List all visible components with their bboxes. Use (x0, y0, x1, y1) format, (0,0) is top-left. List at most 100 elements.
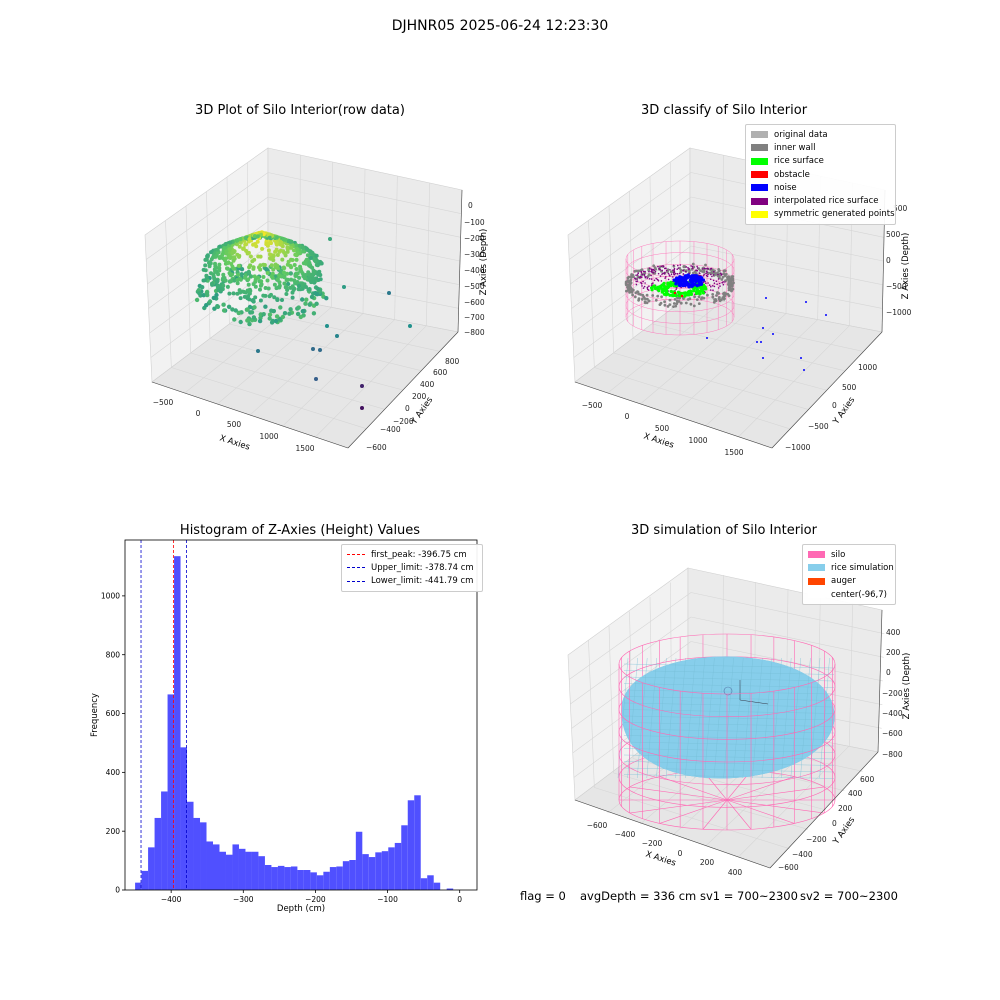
p2-point (645, 276, 647, 278)
p2-point (711, 295, 715, 299)
p1-point (211, 295, 216, 301)
p1-point (261, 312, 266, 317)
p2-point (713, 285, 716, 288)
p1-point (200, 285, 205, 290)
p1-point (251, 282, 256, 287)
sv2-text: sv2 = 700~2300 (800, 889, 898, 903)
p2-point (695, 283, 699, 288)
p2-point (664, 271, 666, 274)
p1-point (282, 266, 287, 271)
surface-mesh-line (637, 657, 648, 779)
legend-label: rice simulation (831, 562, 894, 573)
p4-xtick: 200 (700, 858, 715, 867)
p1-point (212, 306, 217, 311)
p1-point (310, 265, 315, 270)
p2-point (665, 276, 667, 278)
p2-point (650, 268, 653, 271)
p2-point (674, 282, 678, 286)
p2-point (683, 294, 687, 298)
p1-point (241, 246, 246, 251)
legend-label: center(-96,7) (831, 589, 887, 600)
p1-point (253, 284, 258, 289)
surface-mesh-line (623, 722, 835, 727)
histogram-bar (329, 867, 337, 890)
p1-point (225, 284, 230, 289)
p2-point (692, 275, 696, 279)
p2-point (667, 272, 670, 275)
p4-ytick: −400 (792, 850, 813, 859)
p2-point (652, 272, 655, 274)
p1-point (277, 249, 282, 254)
p2-point (644, 270, 646, 273)
p1-point (281, 237, 286, 242)
p2-point (646, 286, 649, 289)
y-tick-label: 1000 (101, 591, 120, 600)
p2-point (674, 272, 677, 275)
p2-point (680, 286, 682, 289)
legend-label: noise (774, 182, 797, 193)
p2-point (772, 333, 774, 335)
p1-point (278, 241, 283, 245)
p1-point (229, 279, 233, 284)
p2-ztick: −500 (886, 282, 907, 291)
p2-point (652, 264, 656, 268)
p1-point (303, 301, 308, 306)
p2-point (712, 285, 714, 287)
p2-point (765, 297, 767, 299)
legend-swatch (808, 564, 825, 572)
p1-point (269, 274, 274, 279)
p1-point (217, 268, 222, 273)
p2-point (705, 272, 707, 275)
p1-point (236, 263, 241, 268)
p1-point (260, 246, 265, 251)
p2-point (703, 267, 706, 270)
p1-point (224, 251, 229, 256)
surface-mesh-line (623, 761, 835, 766)
p2-point (679, 282, 683, 286)
histogram-bar (388, 847, 395, 890)
p1-point (275, 253, 280, 257)
p2-point (646, 275, 650, 278)
p1-ytick: −200 (393, 417, 414, 426)
p2-point (663, 300, 666, 304)
histogram-bar (427, 875, 434, 890)
legend-label: inner wall (774, 142, 816, 153)
p2-point (664, 267, 666, 270)
p1-point (252, 305, 257, 310)
p1-point (248, 288, 253, 293)
p2-point (704, 287, 708, 291)
p1-point (288, 271, 293, 276)
p1-point (282, 311, 288, 316)
p2-point (691, 279, 696, 283)
histogram-bar (225, 854, 233, 890)
p1-point (204, 257, 209, 262)
p1-point (303, 273, 308, 277)
p1-point (247, 297, 252, 302)
p2-point (719, 285, 721, 287)
p2-point (669, 275, 671, 277)
p1-xtick: 1000 (259, 432, 278, 441)
p2-point (651, 294, 655, 297)
p1-point (314, 301, 319, 306)
p1-point (304, 297, 309, 302)
surface-mesh-line (627, 657, 638, 779)
legend-label: original data (774, 129, 828, 140)
p2-point (668, 303, 672, 306)
p1-point (282, 275, 287, 280)
histogram-bar (213, 844, 220, 890)
p1-point (256, 254, 261, 259)
p2-point (672, 278, 676, 282)
histogram-bar (381, 851, 389, 890)
p1-point (282, 281, 287, 286)
p1-point (214, 265, 219, 270)
p1-point (304, 246, 309, 251)
x-tick-label: 0 (457, 895, 462, 904)
surface-mesh-line (623, 702, 835, 708)
p2-point (630, 290, 634, 293)
p1-point (246, 294, 251, 299)
p1-point (278, 305, 283, 310)
surface-mesh-line (800, 657, 811, 779)
p1-point (300, 309, 305, 314)
p1-point (228, 240, 233, 245)
